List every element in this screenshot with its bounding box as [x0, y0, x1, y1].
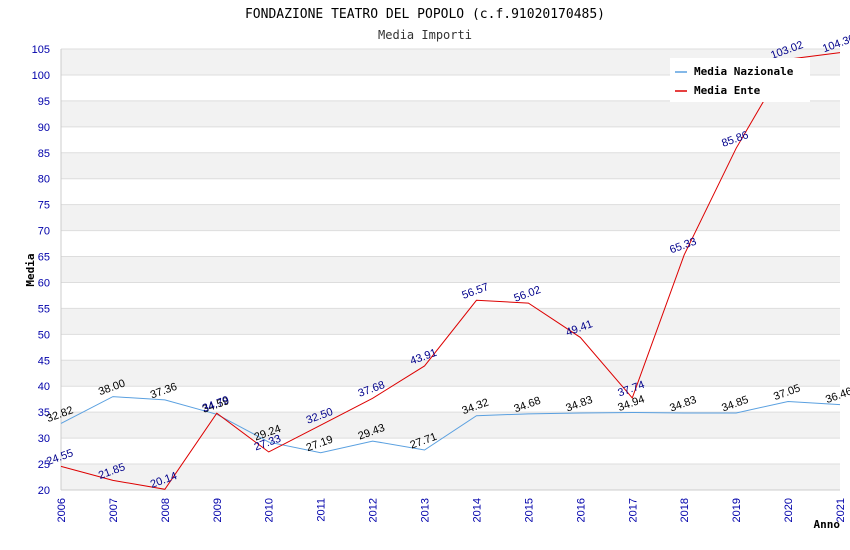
y-tick-label: 60: [38, 277, 50, 289]
y-tick-label: 35: [38, 407, 50, 419]
x-tick-label: 2016: [575, 498, 587, 522]
data-label: 34.83: [564, 394, 594, 415]
y-tick-label: 85: [38, 148, 50, 160]
legend: Media Nazionale Media Ente: [670, 58, 810, 102]
y-tick-label: 100: [32, 70, 50, 82]
y-tick-label: 20: [38, 485, 50, 497]
y-tick-label: 75: [38, 200, 50, 212]
x-tick-label: 2015: [523, 498, 535, 522]
chart-title: FONDAZIONE TEATRO DEL POPOLO (c.f.910201…: [245, 7, 605, 22]
x-axis-title: Anno: [814, 518, 841, 531]
data-label: 56.02: [512, 284, 542, 305]
legend-label-media-ente: Media Ente: [694, 84, 761, 97]
chart-subtitle: Media Importi: [378, 28, 472, 42]
y-axis-title: Media: [24, 253, 37, 286]
plot-band: [61, 152, 840, 179]
x-tick-label: 2018: [679, 498, 691, 522]
y-tick-label: 90: [38, 122, 50, 134]
x-tick-label: 2020: [783, 498, 795, 522]
plot-band: [61, 360, 840, 387]
plot-band: [61, 412, 840, 439]
x-axis-ticks: 2006 2007 2008 2009 2010 2011 2012 2013 2014 2015…: [56, 498, 847, 522]
legend-box: [670, 58, 810, 102]
plot-band: [61, 100, 840, 127]
data-label: 56.57: [460, 281, 490, 302]
x-tick-label: 2006: [56, 498, 68, 522]
plot-bands: [61, 49, 840, 490]
x-tick-label: 2007: [108, 498, 120, 522]
x-tick-label: 2008: [160, 498, 172, 522]
y-tick-label: 45: [38, 355, 50, 367]
data-label: 34.83: [668, 394, 698, 415]
plot-band: [61, 308, 840, 335]
y-tick-label: 25: [38, 459, 50, 471]
series-line-media-ente: [60, 52, 841, 490]
data-label: 36.46: [824, 385, 850, 406]
x-tick-label: 2019: [731, 498, 743, 522]
x-tick-label: 2014: [471, 498, 483, 522]
series-lines: [60, 52, 841, 490]
plot-band: [61, 464, 840, 490]
y-tick-label: 55: [38, 303, 50, 315]
x-tick-label: 2013: [420, 498, 432, 522]
data-label: 85.86: [720, 129, 750, 150]
y-tick-label: 30: [38, 433, 50, 445]
x-tick-label: 2009: [212, 498, 224, 522]
y-tick-label: 50: [38, 329, 50, 341]
y-tick-label: 95: [38, 96, 50, 108]
y-tick-label: 70: [38, 226, 50, 238]
legend-label-media-nazionale: Media Nazionale: [694, 65, 794, 78]
y-tick-label: 105: [32, 44, 50, 56]
x-tick-label: 2021: [835, 498, 847, 522]
plot-band: [61, 256, 840, 283]
y-axis-ticks: 20 25 30 35 40 45 50 55 60 65 70 75 80 85 90 95 100 105: [32, 44, 50, 497]
y-tick-label: 40: [38, 381, 50, 393]
y-tick-label: 80: [38, 174, 50, 186]
x-tick-label: 2011: [316, 498, 328, 522]
y-tick-label: 65: [38, 252, 50, 264]
x-tick-label: 2012: [368, 498, 380, 522]
x-tick-label: 2010: [264, 498, 276, 522]
plot-band: [61, 204, 840, 231]
series-line-media-nazionale: [60, 396, 841, 454]
data-label: 65.33: [668, 236, 698, 257]
x-tick-label: 2017: [627, 498, 639, 522]
